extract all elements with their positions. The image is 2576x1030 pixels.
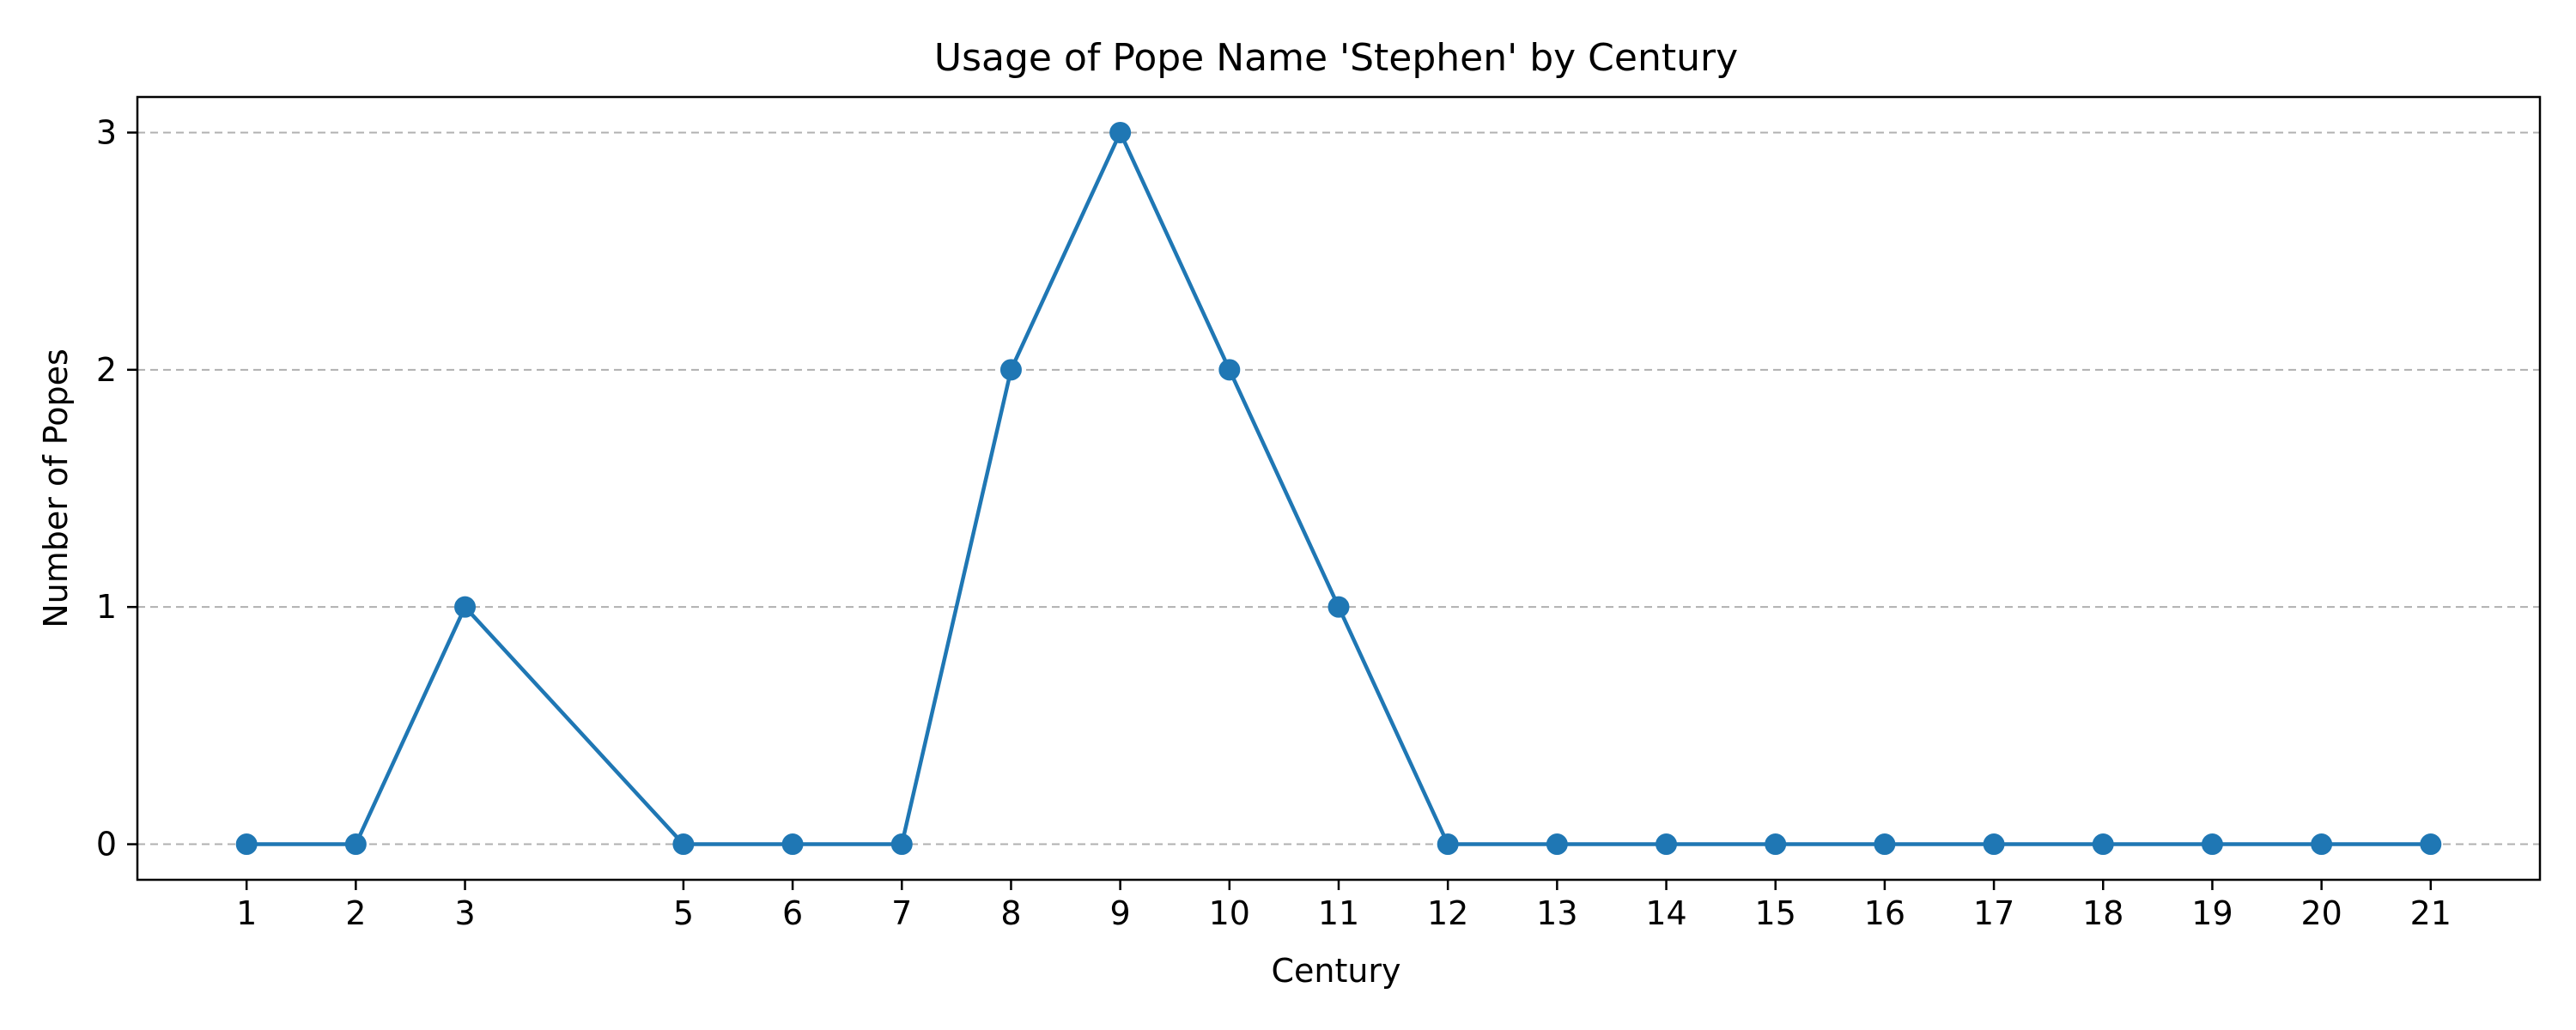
x-tick-label: 8 [1000,894,1021,932]
x-tick-label: 1 [236,894,257,932]
x-tick-label: 12 [1427,894,1468,932]
x-tick-label: 10 [1209,894,1250,932]
data-point [235,833,258,856]
data-point [1437,833,1459,856]
data-point [344,833,367,856]
x-tick-label: 19 [2191,894,2233,932]
data-point [1656,833,1678,856]
x-tick-label: 20 [2300,894,2342,932]
data-point [2420,833,2442,856]
x-tick-label: 3 [454,894,475,932]
data-point [1546,833,1568,856]
data-point [890,833,913,856]
x-tick-label: 21 [2410,894,2451,932]
x-tick-label: 13 [1536,894,1577,932]
data-point [1109,121,1132,143]
plot-frame [136,95,2542,882]
y-axis-label: Number of Popes [37,348,75,628]
x-tick-label: 16 [1864,894,1905,932]
x-axis-label: Century [1271,952,1400,990]
x-tick-label: 6 [782,894,803,932]
grid-lines [137,131,2540,845]
x-tick-label: 17 [1973,894,2014,932]
x-axis-ticks: 1 2 3 5 6 7 8 9 10 11 12 13 14 15 16 17 18 19 20 21 [236,880,2451,932]
x-tick-label: 11 [1318,894,1359,932]
y-tick-label: 2 [96,351,117,389]
chart-title: Usage of Pope Name 'Stephen' by Century [934,36,1738,80]
y-tick-label: 1 [96,588,117,626]
x-tick-label: 18 [2082,894,2123,932]
x-tick-label: 5 [673,894,694,932]
y-tick-label: 0 [96,826,117,863]
data-point [1327,596,1350,618]
y-axis-ticks: 0 1 2 3 [96,113,137,863]
series-layer [235,121,2442,856]
data-point [2201,833,2223,856]
data-point [2311,833,2333,856]
data-point [999,359,1022,381]
series-line [246,130,2431,846]
data-point [1874,833,1896,856]
data-point [1983,833,2005,856]
data-point [454,596,477,618]
data-point [672,833,695,856]
data-point [1765,833,1787,856]
data-point [2092,833,2114,856]
y-tick-label: 3 [96,113,117,151]
data-point [1218,359,1241,381]
x-tick-label: 2 [345,894,366,932]
x-tick-label: 9 [1110,894,1131,932]
x-tick-label: 14 [1645,894,1686,932]
x-tick-label: 15 [1755,894,1796,932]
x-tick-label: 7 [891,894,912,932]
data-point [781,833,804,856]
